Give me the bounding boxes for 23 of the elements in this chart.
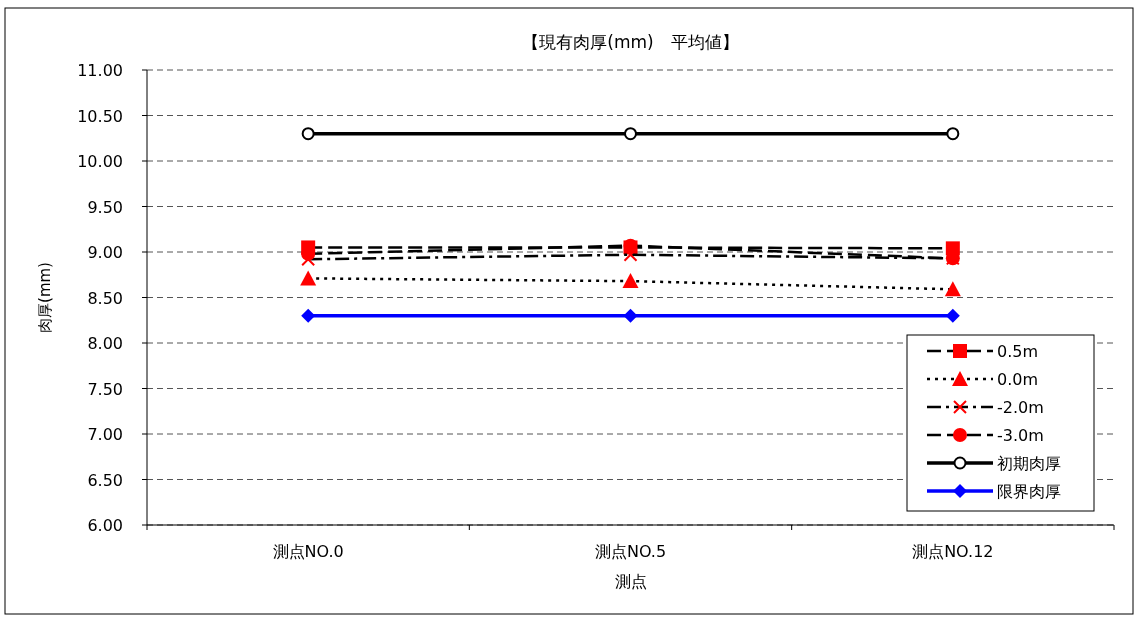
y-tick-label: 9.50 bbox=[87, 197, 123, 217]
y-tick-label: 11.00 bbox=[77, 61, 123, 80]
chart-title: 【現有肉厚(mm) 平均値】 bbox=[522, 32, 739, 52]
y-tick-label: 8.50 bbox=[87, 288, 123, 308]
y-tick-label: 7.00 bbox=[87, 425, 123, 444]
x-axis-title: 測点 bbox=[614, 572, 647, 591]
legend-label: 0.5m bbox=[997, 342, 1039, 361]
y-tick-label: 8.00 bbox=[87, 334, 123, 353]
legend-label: -2.0m bbox=[997, 398, 1044, 417]
y-tick-label: 10.00 bbox=[77, 152, 123, 171]
x-tick-label: 測点NO.5 bbox=[594, 542, 667, 561]
y-tick-label: 9.00 bbox=[87, 243, 123, 262]
y-tick-label: 7.50 bbox=[87, 379, 123, 399]
x-tick-label: 測点NO.12 bbox=[912, 542, 994, 561]
legend-label: 0.0m bbox=[997, 370, 1039, 389]
x-tick-label: 測点NO.0 bbox=[272, 542, 344, 561]
legend-label: 初期肉厚 bbox=[997, 454, 1061, 473]
y-axis-title: 肉厚(mm) bbox=[36, 262, 54, 333]
y-tick-label: 6.00 bbox=[87, 516, 123, 535]
legend-label: -3.0m bbox=[997, 426, 1044, 445]
y-tick-label: 6.50 bbox=[87, 470, 123, 490]
legend-label: 限界肉厚 bbox=[997, 482, 1061, 501]
y-tick-label: 10.50 bbox=[77, 106, 123, 126]
